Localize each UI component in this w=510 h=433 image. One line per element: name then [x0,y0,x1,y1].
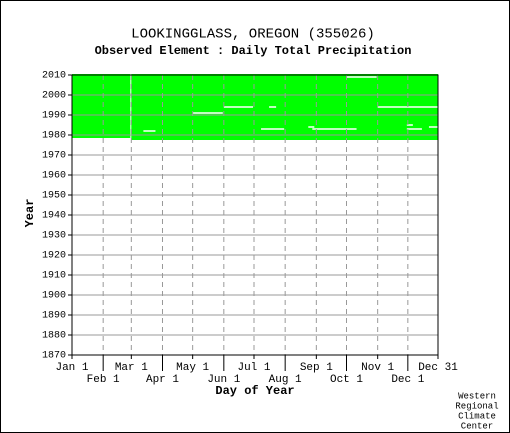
data-block [72,74,131,138]
y-axis-label: Year [23,199,37,228]
chart-title: LOOKINGGLASS, OREGON (355026) [131,27,375,43]
x-tick-label: Sep 1 [300,362,333,374]
x-tick-label: Apr 1 [146,374,179,386]
x-tick-label: Jul 1 [237,362,270,374]
credit-text: Regional [455,401,498,411]
y-tick-label: 1990 [42,111,66,122]
y-tick-label: 1880 [42,331,66,342]
x-tick-label: Oct 1 [330,374,363,386]
y-tick-label: 1950 [42,191,66,202]
chart-subtitle: Observed Element : Daily Total Precipita… [95,44,412,58]
plot-border [71,74,439,356]
x-tick-label: Jun 1 [207,374,240,386]
x-tick-label: Dec 1 [391,374,424,386]
credit-text: Western [458,391,496,401]
data-gap [406,124,413,126]
data-gap [261,128,285,130]
data-gap [312,128,357,130]
data-gap [346,76,377,78]
y-tick-label: 1960 [42,171,66,182]
data-gap [269,106,277,108]
y-tick-label: 1910 [42,271,66,282]
x-tick-label: Nov 1 [361,362,394,374]
y-tick-label: 1980 [42,131,66,142]
data-gap [428,126,438,128]
data-gap [192,112,223,114]
y-tick-label: 1930 [42,231,66,242]
credit-text: Climate [458,411,496,421]
x-tick-label: Dec 31 [418,362,458,374]
x-tick-label: Jan 1 [55,362,88,374]
y-tick-label: 1900 [42,291,66,302]
y-tick-label: 1920 [42,251,66,262]
data-gap [223,106,253,108]
x-tick-label: May 1 [176,362,209,374]
y-tick-label: 2000 [42,91,66,102]
y-tick-label: 1870 [42,351,66,362]
y-tick-label: 2010 [42,71,66,82]
x-axis-label: Day of Year [215,384,294,398]
y-tick-label: 1890 [42,311,66,322]
data-gap [143,130,156,132]
data-gap [406,128,422,130]
y-tick-label: 1940 [42,211,66,222]
data-gap [308,126,315,128]
credit-text: Center [461,421,493,431]
x-tick-label: Mar 1 [115,362,148,374]
x-tick-label: Aug 1 [269,374,302,386]
x-tick-label: Feb 1 [87,374,120,386]
y-tick-label: 1970 [42,151,66,162]
